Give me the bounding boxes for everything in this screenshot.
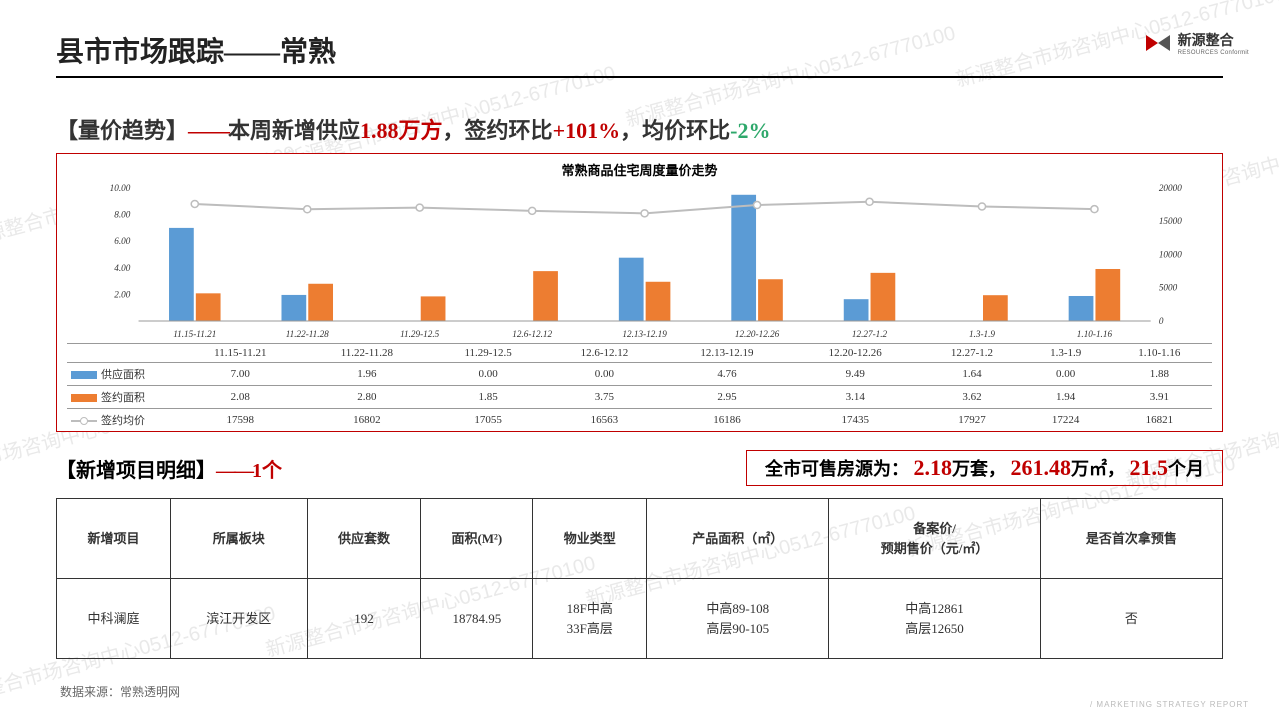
logo-icon bbox=[1144, 33, 1172, 53]
new-projects-title: 【新增项目明细】——1个 bbox=[56, 454, 282, 483]
trend-t3: ，均价环比 bbox=[620, 118, 730, 143]
svg-text:12.20-12.26: 12.20-12.26 bbox=[735, 329, 780, 339]
svg-text:11.22-11.28: 11.22-11.28 bbox=[286, 329, 330, 339]
sum-u3: 个月 bbox=[1168, 459, 1204, 479]
trend-t2: ，签约环比 bbox=[443, 118, 553, 143]
trend-t1: 本周新增供应 bbox=[228, 118, 360, 143]
svg-text:15000: 15000 bbox=[1159, 216, 1182, 226]
svg-text:6.00: 6.00 bbox=[114, 236, 131, 246]
sum-u2: 万㎡， bbox=[1071, 459, 1125, 479]
sum-prefix: 全市可售房源为： bbox=[765, 459, 909, 479]
detail-table: 新增项目所属板块供应套数面积(M²)物业类型产品面积（㎡）备案价/预期售价（元/… bbox=[56, 498, 1223, 659]
svg-text:8.00: 8.00 bbox=[114, 210, 131, 220]
sum-v2: 261.48 bbox=[1011, 455, 1072, 480]
trend-label: 【量价趋势】 bbox=[56, 118, 188, 143]
trend-v3: -2% bbox=[730, 118, 770, 143]
chart: 10.00 8.00 6.00 4.00 2.00 20000 15000 10000 5000… bbox=[67, 183, 1212, 343]
svg-text:1.10-1.16: 1.10-1.16 bbox=[1077, 329, 1113, 339]
trend-v2: +101% bbox=[553, 118, 621, 143]
svg-text:12.6-12.12: 12.6-12.12 bbox=[512, 329, 552, 339]
logo-name: 新源整合 bbox=[1178, 30, 1249, 50]
footer: 数据来源：常熟透明网 bbox=[56, 683, 1223, 700]
page-title: 县市市场跟踪——常熟 bbox=[56, 30, 1223, 78]
chart-box: 常熟商品住宅周度量价走势 10.008.006.004.002.00200001… bbox=[56, 153, 1223, 432]
sum-v3: 21.5 bbox=[1130, 455, 1169, 480]
svg-text:10000: 10000 bbox=[1159, 250, 1182, 260]
logo-sub: RESOURCES Conformit bbox=[1178, 50, 1249, 56]
svg-text:5000: 5000 bbox=[1159, 283, 1178, 293]
np-label: 【新增项目明细】 bbox=[56, 460, 216, 482]
svg-text:10.00: 10.00 bbox=[110, 183, 131, 193]
summary-box: 全市可售房源为： 2.18万套， 261.48万㎡， 21.5个月 bbox=[746, 450, 1223, 486]
logo: 新源整合 RESOURCES Conformit bbox=[1144, 30, 1249, 56]
chart-title: 常熟商品住宅周度量价走势 bbox=[67, 160, 1212, 179]
svg-text:11.15-11.21: 11.15-11.21 bbox=[173, 329, 216, 339]
svg-text:12.27-1.2: 12.27-1.2 bbox=[852, 329, 888, 339]
sum-v1: 2.18 bbox=[914, 455, 953, 480]
chart-data-table: 11.15-11.2111.22-11.2811.29-12.512.6-12.… bbox=[67, 343, 1212, 431]
svg-text:1.3-1.9: 1.3-1.9 bbox=[969, 329, 996, 339]
svg-text:4.00: 4.00 bbox=[114, 263, 131, 273]
np-dash: —— bbox=[216, 460, 252, 482]
svg-text:12.13-12.19: 12.13-12.19 bbox=[622, 329, 667, 339]
np-count: 1个 bbox=[252, 460, 282, 482]
trend-v1: 1.88万方 bbox=[360, 118, 443, 143]
svg-text:11.29-12.5: 11.29-12.5 bbox=[400, 329, 440, 339]
trend-dash: —— bbox=[188, 118, 228, 143]
svg-text:0: 0 bbox=[1159, 316, 1164, 326]
svg-text:20000: 20000 bbox=[1159, 183, 1182, 193]
svg-text:2.00: 2.00 bbox=[114, 289, 131, 299]
trend-title: 【量价趋势】——本周新增供应1.88万方，签约环比+101%，均价环比-2% bbox=[56, 113, 1223, 145]
sum-u1: 万套， bbox=[952, 459, 1006, 479]
